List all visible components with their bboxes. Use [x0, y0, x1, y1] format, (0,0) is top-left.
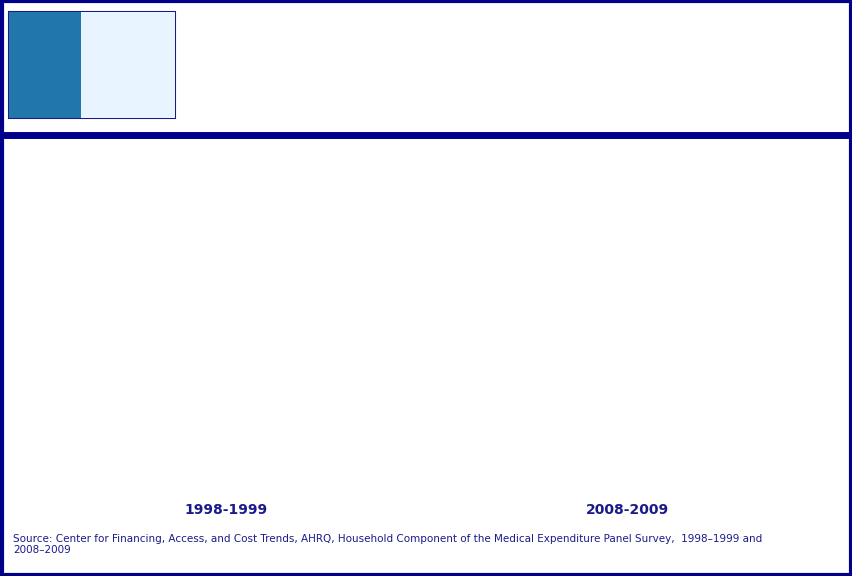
Bar: [312, 399, 337, 472]
Text: Poor/near poor: Poor/near poor: [245, 142, 332, 155]
Bar: [576, 278, 602, 472]
Bar: [96, 323, 122, 472]
Text: 30.3: 30.3: [262, 374, 282, 384]
Bar: [523, 309, 549, 472]
Bar: [659, 386, 685, 472]
Text: 50.6: 50.6: [125, 316, 146, 325]
Bar: [338, 403, 364, 472]
Text: 30.7: 30.7: [688, 373, 709, 382]
Text: 51.0: 51.0: [500, 315, 520, 324]
Text: 67.5: 67.5: [579, 267, 599, 276]
Text: 29.8: 29.8: [662, 376, 682, 385]
Text: 2008-2009: 2008-2009: [584, 503, 668, 517]
Bar: [550, 303, 575, 472]
Text: 56.8: 56.8: [526, 298, 546, 308]
Text: AHRQ: AHRQ: [99, 32, 157, 50]
Bar: [123, 327, 148, 472]
Text: 31.6: 31.6: [288, 371, 308, 380]
FancyBboxPatch shape: [413, 142, 432, 156]
FancyBboxPatch shape: [490, 142, 509, 156]
Text: 58.9: 58.9: [552, 292, 573, 301]
Bar: [497, 325, 522, 472]
Bar: [739, 411, 764, 472]
FancyBboxPatch shape: [332, 142, 351, 156]
FancyBboxPatch shape: [209, 135, 643, 161]
Bar: [285, 381, 311, 472]
Text: 🦅: 🦅: [39, 47, 55, 71]
Text: Source: Center for Financing, Access, and Cost Trends, AHRQ, Household Component: Source: Center for Financing, Access, an…: [13, 533, 761, 555]
Text: 26.7: 26.7: [715, 385, 734, 394]
Text: Middle: Middle: [436, 142, 475, 155]
Text: High: High: [513, 142, 540, 155]
Y-axis label: Percentage: Percentage: [9, 293, 21, 363]
Bar: [712, 396, 738, 472]
Text: Advancing
Excellence in
Health Care: Advancing Excellence in Health Care: [105, 63, 151, 84]
Text: 51.9: 51.9: [100, 312, 119, 321]
Bar: [686, 384, 711, 472]
Text: 25.6: 25.6: [314, 388, 334, 397]
Bar: [176, 310, 201, 472]
Text: 55.3: 55.3: [152, 302, 172, 312]
Text: 21.2: 21.2: [741, 401, 761, 410]
Text: Low: Low: [356, 142, 378, 155]
Bar: [259, 385, 285, 472]
Bar: [149, 313, 175, 472]
Text: HHS: HHS: [39, 94, 55, 100]
Text: Figure 8. Percentage of adults treated for asthma
who use controllers and ‘relie: Figure 8. Percentage of adults treated f…: [277, 31, 746, 99]
Text: 56.2: 56.2: [178, 300, 199, 309]
FancyBboxPatch shape: [222, 142, 240, 156]
Text: 24.0: 24.0: [341, 393, 360, 402]
Text: 1998-1999: 1998-1999: [184, 503, 268, 517]
